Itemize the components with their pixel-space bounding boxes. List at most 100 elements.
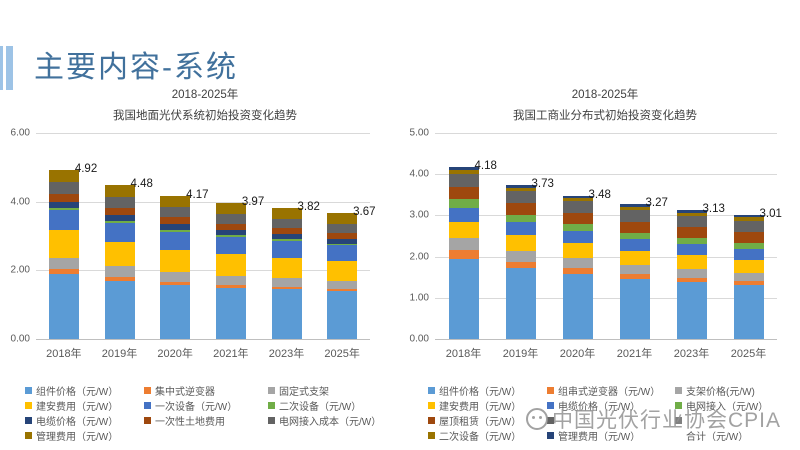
bar-segment bbox=[562, 258, 593, 268]
legend-swatch-icon bbox=[25, 387, 32, 394]
bar-segment bbox=[676, 278, 707, 282]
bar-segment bbox=[160, 285, 191, 339]
legend-label: 支架价格(元/W) bbox=[686, 387, 755, 398]
legend-swatch-icon bbox=[268, 402, 275, 409]
legend-item: 电缆价格（元/W） bbox=[547, 398, 669, 413]
bar-segment bbox=[271, 208, 302, 219]
bar-segment bbox=[733, 215, 764, 217]
chart-title: 2018-2025年 我国地面光伏系统初始投资变化趋势 bbox=[20, 85, 390, 126]
y-axis-tick-label: 2.00 bbox=[409, 251, 429, 263]
bar-segment bbox=[48, 210, 79, 230]
legend-label: 电网接入（元/W） bbox=[686, 402, 769, 413]
legend-swatch-icon bbox=[547, 387, 554, 394]
legend-label: 集中式逆变器 bbox=[155, 387, 215, 398]
bar-total-label: 4.17 bbox=[186, 189, 209, 201]
y-axis-tick-label: 1.00 bbox=[409, 292, 429, 304]
bar-segment bbox=[619, 207, 650, 210]
bar-segment bbox=[327, 239, 358, 244]
bar-segment bbox=[676, 210, 707, 213]
bar-segment bbox=[448, 222, 479, 238]
bar-segment bbox=[160, 282, 191, 285]
bar-segment bbox=[215, 235, 246, 237]
bar-segment bbox=[676, 282, 707, 339]
bar-segment bbox=[48, 258, 79, 269]
bar-segment bbox=[448, 259, 479, 339]
legend-label: 管理费用（元/W） bbox=[36, 432, 119, 443]
x-axis-label: 2020年 bbox=[559, 348, 596, 360]
legend-item: 电网接入（元/W） bbox=[675, 398, 768, 413]
legend-item: 一次性土地费用 bbox=[144, 413, 262, 428]
gridline bbox=[36, 339, 370, 340]
legend-item: 固定式支架 bbox=[268, 383, 381, 398]
bar-segment bbox=[48, 170, 79, 182]
bar-segment bbox=[104, 277, 135, 281]
legend-label: 电缆价格（元/W） bbox=[36, 417, 119, 428]
legend-swatch-icon bbox=[428, 432, 435, 439]
bar-total-label: 3.48 bbox=[588, 189, 611, 201]
legend-swatch-icon bbox=[144, 417, 151, 424]
legend-label: 组件价格（元/W） bbox=[36, 387, 119, 398]
legend-label: 一次设备（元/W） bbox=[155, 402, 238, 413]
title-accent-bar-icon bbox=[0, 46, 3, 90]
bar-segment bbox=[676, 216, 707, 227]
bar-segment bbox=[215, 254, 246, 276]
x-axis-label: 2020年 bbox=[157, 348, 193, 360]
bar-segment bbox=[327, 291, 358, 339]
bar-total-label: 4.48 bbox=[130, 178, 153, 190]
bar-segment bbox=[505, 185, 536, 188]
bar-segment bbox=[327, 289, 358, 291]
legend-label: 固定式支架 bbox=[279, 387, 329, 398]
legend-swatch-icon bbox=[675, 417, 682, 424]
bar-segment bbox=[271, 239, 302, 241]
bar-segment bbox=[448, 170, 479, 174]
chart-legend: 组件价格（元/W） 组串式逆变器（元/W） 支架价格(元/W) 建安费用（元/W） 电缆… bbox=[428, 383, 768, 443]
bar-segment bbox=[505, 222, 536, 235]
legend-swatch-icon bbox=[25, 402, 32, 409]
ground-pv-investment-chart: 2018-2025年 我国地面光伏系统初始投资变化趋势 6.00 4.00 2.00… bbox=[11, 85, 390, 443]
bar-segment bbox=[619, 251, 650, 265]
bar-segment bbox=[505, 251, 536, 262]
bar-segment bbox=[619, 210, 650, 222]
bar-segment bbox=[505, 262, 536, 268]
y-axis-tick-label: 4.00 bbox=[10, 196, 30, 208]
legend-label: 屋顶租赁（元/W） bbox=[439, 417, 522, 428]
bar-segment bbox=[215, 230, 246, 235]
gridline bbox=[435, 133, 777, 134]
bar-segment bbox=[271, 234, 302, 239]
bar-segment bbox=[619, 279, 650, 339]
legend-item: 管理费用（元/W） bbox=[25, 428, 138, 443]
bar-segment bbox=[160, 272, 191, 282]
bar-segment bbox=[505, 268, 536, 339]
legend-swatch-icon bbox=[675, 387, 682, 394]
watermark: 中国光伏行业协会CPIA bbox=[526, 404, 781, 434]
bar-segment bbox=[327, 233, 358, 239]
x-axis-label: 2023年 bbox=[673, 348, 710, 360]
chart-title: 2018-2025年 我国工商业分布式初始投资变化趋势 bbox=[415, 85, 795, 126]
bar-segment bbox=[271, 258, 302, 278]
bar-segment bbox=[215, 214, 246, 224]
bar-segment bbox=[448, 187, 479, 199]
bar-segment bbox=[104, 223, 135, 242]
gridline bbox=[435, 339, 777, 340]
legend-item: 一次设备（元/W） bbox=[144, 398, 262, 413]
y-axis-tick-label: 6.00 bbox=[10, 127, 30, 139]
legend-label: 组串式逆变器（元/W） bbox=[558, 387, 661, 398]
bar-total-label: 3.27 bbox=[645, 197, 668, 209]
title-accent-bar-icon bbox=[6, 46, 13, 90]
legend-item bbox=[675, 413, 768, 428]
chart-title-line2: 我国工商业分布式初始投资变化趋势 bbox=[513, 109, 697, 122]
legend-label: 合计（元/W） bbox=[686, 432, 749, 443]
legend-swatch-icon bbox=[144, 387, 151, 394]
legend-swatch-icon bbox=[547, 432, 554, 439]
page-title: 主要内容-系统 bbox=[34, 51, 238, 84]
bar-segment bbox=[619, 265, 650, 274]
bar-segment bbox=[48, 208, 79, 210]
chart-title-line2: 我国地面光伏系统初始投资变化趋势 bbox=[113, 109, 297, 122]
bar-segment bbox=[448, 250, 479, 259]
bar-segment bbox=[48, 269, 79, 274]
bar-total-label: 3.13 bbox=[702, 203, 725, 215]
bar-segment bbox=[327, 244, 358, 245]
gridline bbox=[435, 257, 777, 258]
bar-segment bbox=[505, 215, 536, 222]
